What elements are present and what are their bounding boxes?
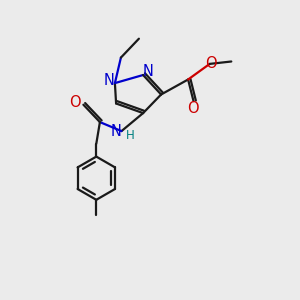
- Text: O: O: [69, 95, 81, 110]
- Text: N: N: [104, 73, 115, 88]
- Text: O: O: [205, 56, 217, 71]
- Text: H: H: [125, 129, 134, 142]
- Text: N: N: [111, 124, 122, 139]
- Text: N: N: [143, 64, 154, 80]
- Text: O: O: [188, 101, 199, 116]
